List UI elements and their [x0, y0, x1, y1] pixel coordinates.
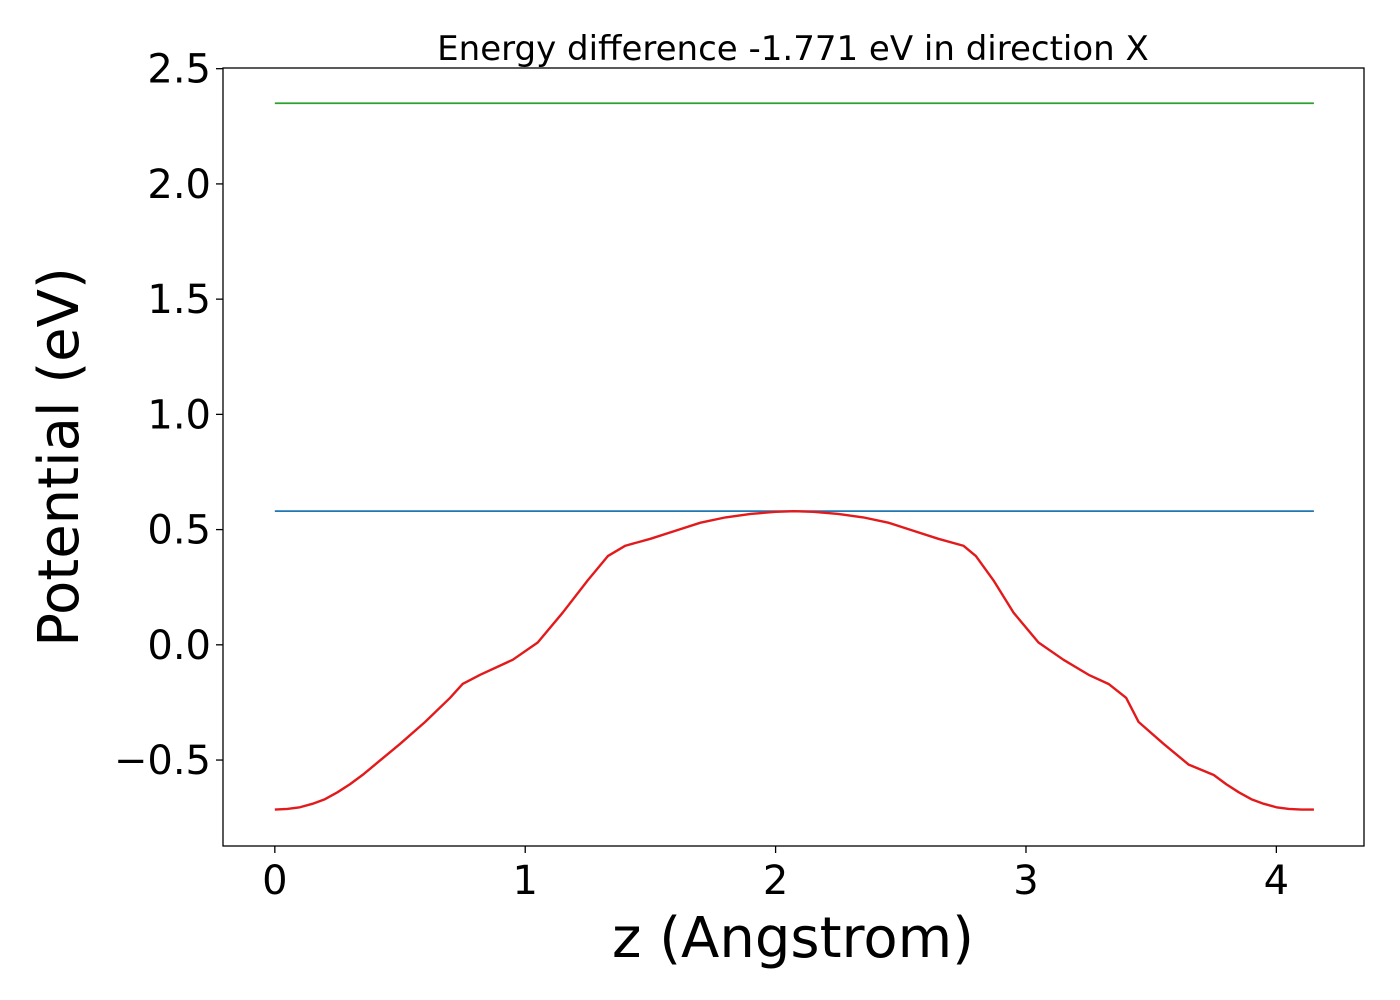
y-tick-label: 0.0	[147, 623, 211, 669]
y-axis-ticks: −0.5 0.0 0.5 1.0 1.5 2.0 2.5	[114, 47, 223, 784]
y-tick-label: 2.0	[147, 162, 211, 208]
y-axis-label: Potential (eV)	[27, 267, 92, 647]
series-line-2	[274, 509, 1314, 811]
x-tick-label: 4	[1264, 858, 1289, 904]
plot-frame	[222, 67, 1365, 847]
y-tick-label: −0.5	[114, 738, 211, 784]
x-axis-ticks: 0 1 2 3 4	[262, 846, 1289, 904]
x-tick-label: 2	[763, 858, 788, 904]
chart-title: Energy difference -1.771 eV in direction…	[437, 29, 1149, 69]
x-tick-label: 3	[1013, 858, 1038, 904]
y-tick-label: 1.0	[147, 392, 211, 438]
series-layer	[274, 102, 1314, 811]
x-tick-label: 1	[512, 858, 537, 904]
x-axis-label: z (Angstrom)	[612, 906, 974, 971]
y-tick-label: 1.5	[147, 277, 211, 323]
y-tick-label: 0.5	[147, 508, 211, 554]
x-tick-label: 0	[262, 858, 287, 904]
y-tick-label: 2.5	[147, 47, 211, 93]
